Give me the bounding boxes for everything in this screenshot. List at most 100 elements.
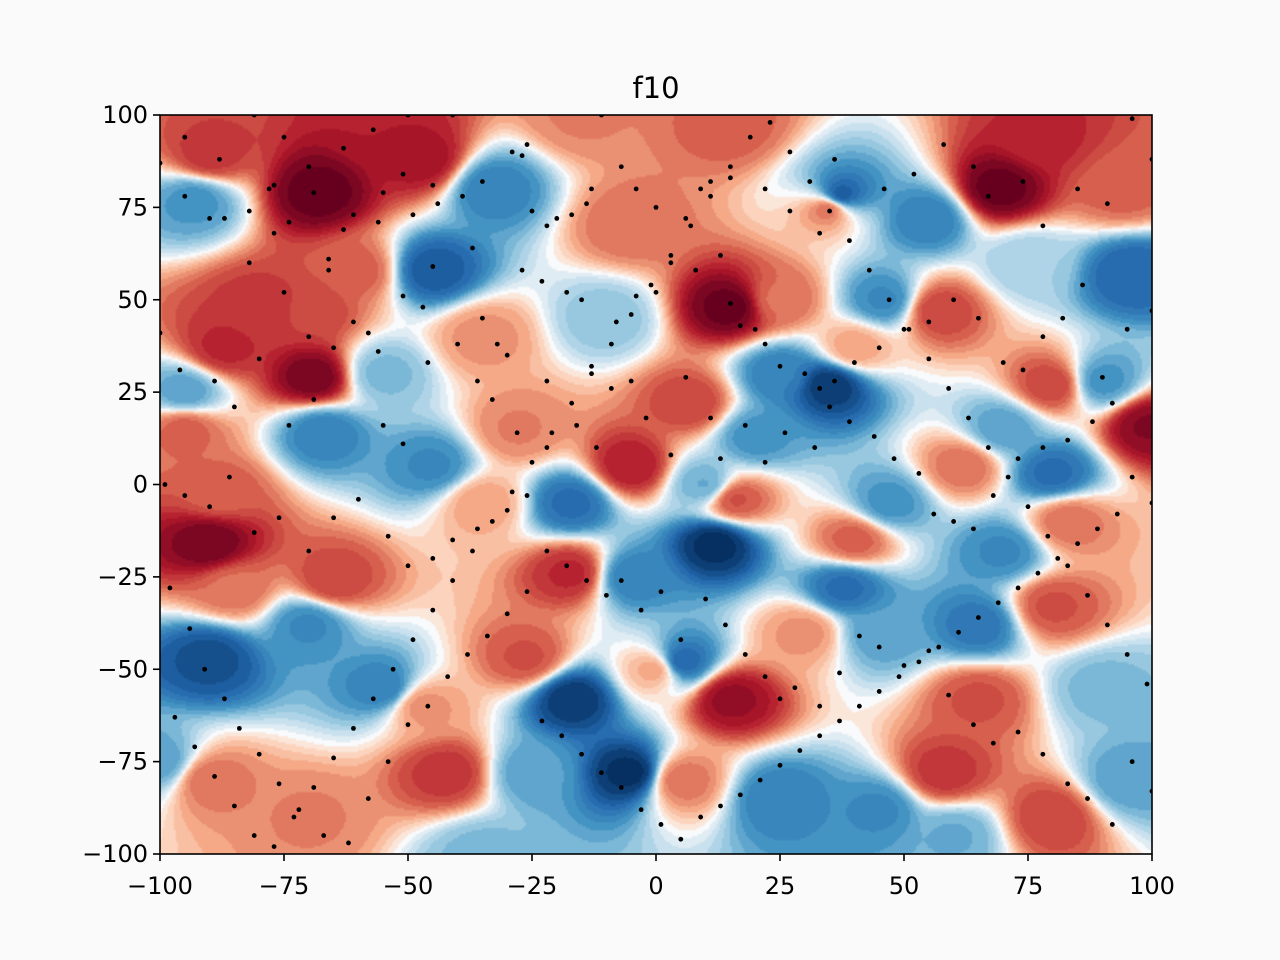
scatter-point [1055,556,1061,561]
scatter-point [723,622,728,628]
scatter-point [618,785,624,790]
scatter-point [1040,751,1046,757]
scatter-point [901,326,907,332]
scatter-point [375,349,381,354]
scatter-point [559,733,565,739]
scatter-point [737,792,743,798]
scatter-point [400,293,406,299]
scatter-point [450,578,456,583]
scatter-point [817,703,823,709]
scatter-point [321,833,327,838]
scatter-point [728,301,733,306]
scatter-point [351,319,356,325]
scatter-point [703,596,708,602]
scatter-point [569,212,575,218]
scatter-point [718,253,723,258]
scatter-point [519,153,525,159]
scatter-point [1109,822,1115,827]
scatter-point [807,179,813,184]
scatter-point [271,230,277,236]
scatter-point [584,201,589,207]
scatter-point [1144,681,1150,687]
scatter-point [837,670,842,676]
scatter-point [504,507,510,513]
scatter-point [341,145,346,151]
scatter-point [847,238,852,244]
scatter-point [1095,526,1100,532]
scatter-point [985,445,991,450]
scatter-point [827,208,832,214]
scatter-point [311,785,317,790]
scatter-point [529,459,535,465]
scatter-point [365,330,371,336]
scatter-point [812,445,818,450]
scatter-point [896,674,902,680]
scatter-point [410,637,416,643]
scatter-point [1124,326,1130,332]
scatter-point [574,422,580,428]
scatter-point [946,386,952,391]
scatter-point [633,293,639,299]
scatter-point [817,386,823,391]
scatter-point [256,751,262,757]
scatter-point [326,256,332,262]
scatter-point [311,190,317,195]
scatter-point [1060,315,1066,321]
scatter-point [1020,367,1026,373]
scatter-point [182,493,188,498]
scatter-point [1040,223,1046,229]
scatter-point [683,374,689,380]
scatter-point [251,833,257,838]
scatter-point [1080,282,1085,288]
scatter-point [1075,186,1080,192]
scatter-point [1129,116,1135,122]
scatter-point [693,267,699,273]
scatter-point [742,652,748,657]
scatter-point [351,725,356,731]
scatter-point [876,345,882,351]
scatter-point [162,482,168,487]
scatter-point [370,127,376,133]
scatter-point [1090,419,1095,425]
scatter-point [628,378,634,384]
scatter-point [385,759,391,765]
scatter-point [847,419,852,425]
scatter-point [1065,563,1071,569]
scatter-point [217,156,222,162]
scatter-point [762,341,768,347]
scatter-point [1114,511,1120,517]
scatter-point [926,648,932,654]
scatter-point [827,404,832,410]
scatter-points [160,115,1152,850]
scatter-point [455,341,460,347]
scatter-point [1020,179,1026,184]
y-tick-label: 25 [117,378,148,406]
scatter-point [266,186,272,192]
scatter-point [519,267,525,273]
scatter-point [1040,445,1046,450]
scatter-point [475,526,480,532]
scatter-point [613,319,619,325]
scatter-point [599,770,604,776]
scatter-point [1045,533,1051,539]
scatter-point [876,689,882,694]
scatter-point [653,289,659,295]
scatter-point [797,748,803,753]
y-tick-label: −50 [97,655,148,683]
scatter-point [222,696,227,702]
scatter-point [852,360,857,365]
scatter-point [207,216,213,221]
scatter-point [370,696,376,702]
scatter-point [246,260,252,266]
scatter-point [589,186,594,192]
scatter-point [976,315,981,321]
scatter-point [1100,374,1105,380]
scatter-point [638,607,644,613]
scatter-point [430,182,436,188]
scatter-point [524,589,530,595]
scatter-point [296,807,302,813]
scatter-point [504,611,510,617]
scatter-point [866,267,872,273]
scatter-point [832,156,837,162]
scatter-point [579,751,584,757]
